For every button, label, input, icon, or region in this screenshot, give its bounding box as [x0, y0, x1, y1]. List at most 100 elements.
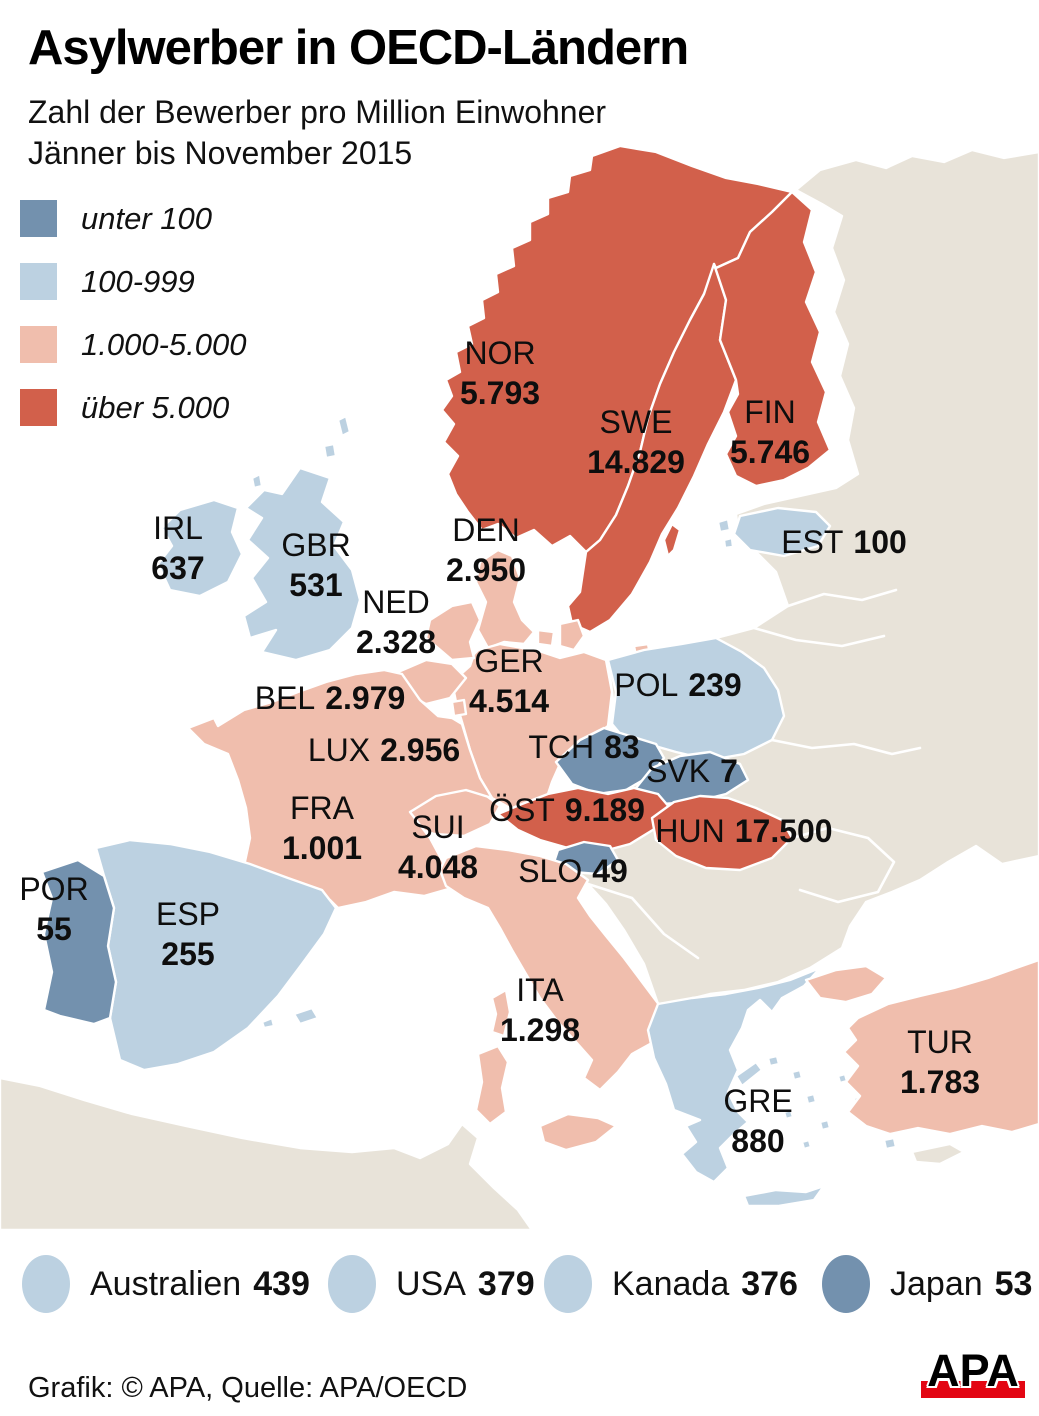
non-european-label: Australien — [90, 1264, 242, 1303]
country-value: 9.189 — [564, 792, 645, 828]
country-shape-mallorca — [292, 1006, 320, 1026]
country-label-FIN: FIN 5.746 — [730, 392, 810, 472]
country-shape-FIN — [712, 190, 832, 488]
country-label-TUR: TUR 1.783 — [900, 1022, 980, 1102]
country-code: DEN — [452, 512, 520, 548]
country-value: 4.514 — [468, 683, 550, 719]
footer: Grafik: © APA, Quelle: APA/OECD APA — [0, 1344, 1039, 1416]
border-balkans — [586, 882, 700, 960]
non-european-value: 53 — [994, 1264, 1033, 1303]
country-value: 637 — [151, 550, 205, 586]
country-code: TCH — [528, 729, 595, 765]
country-value: 4.048 — [397, 849, 479, 885]
country-code: BEL — [254, 680, 316, 716]
country-label-ESP: ESP 255 — [156, 894, 220, 974]
country-label-GER: GER 4.514 — [469, 641, 549, 721]
page-title: Asylwerber in OECD-Ländern — [28, 21, 689, 75]
legend: unter 100 100-999 1.000-5.000 über 5.000 — [20, 200, 246, 452]
country-shape-IRL — [156, 498, 244, 598]
non-european-value: 376 — [741, 1264, 798, 1303]
country-value: 1.298 — [499, 1012, 581, 1048]
country-code: GRE — [723, 1083, 793, 1119]
country-shape-orkney — [322, 442, 338, 460]
legend-swatch-under-100 — [20, 200, 57, 237]
country-label-FRA: FRA 1.001 — [282, 788, 362, 868]
country-value: 1.001 — [281, 830, 363, 866]
country-code: SWE — [599, 404, 673, 440]
border-latvia — [786, 588, 898, 608]
country-value: 880 — [731, 1123, 785, 1159]
category-dot — [544, 1255, 592, 1313]
header: Asylwerber in OECD-Ländern Zahl der Bewe… — [28, 20, 689, 174]
country-label-EST: EST 100 — [781, 522, 907, 562]
legend-item-100-999: 100-999 — [20, 263, 246, 300]
legend-swatch-over-5000 — [20, 389, 57, 426]
legend-label: 1.000-5.000 — [81, 326, 247, 362]
country-label-NOR: NOR 5.793 — [460, 333, 540, 413]
country-shape-NED — [424, 600, 482, 662]
country-label-DEN: DEN 2.950 — [446, 510, 526, 590]
aegean-islet-2 — [790, 1068, 804, 1082]
decorative-borders — [586, 588, 922, 960]
country-label-BEL: BEL 2.979 — [255, 678, 406, 718]
non-european-label: Kanada — [612, 1264, 730, 1303]
country-shape-zealand — [558, 618, 586, 652]
country-shape-ibiza — [260, 1016, 276, 1030]
country-code: GBR — [281, 527, 351, 563]
country-code: FRA — [289, 790, 354, 826]
country-value: 255 — [161, 936, 215, 972]
country-label-SWE: SWE 14.829 — [587, 402, 685, 482]
border-romania — [790, 826, 896, 904]
non-european-value: 379 — [477, 1264, 535, 1303]
country-code: SVK — [646, 753, 711, 789]
country-label-ITA: ITA 1.298 — [500, 970, 580, 1050]
country-value: 5.746 — [729, 434, 811, 470]
country-code: LUX — [307, 732, 371, 768]
country-shape-POR — [40, 858, 118, 1026]
country-shape-FRA — [186, 668, 494, 910]
country-label-GRE: GRE 880 — [723, 1081, 792, 1161]
country-labels: NOR 5.793 SWE 14.829 FIN 5.746 EST 100 IRL 637 GBR… — [19, 333, 980, 1161]
country-shape-euboea — [734, 1060, 764, 1088]
non-european-label: USA — [396, 1264, 466, 1303]
country-label-ÖST: ÖST 9.189 — [489, 790, 645, 830]
legend-item-1000-5000: 1.000-5.000 — [20, 326, 246, 363]
non-european-item-australien: Australien 439 — [22, 1252, 310, 1316]
country-label-POL: POL 239 — [614, 665, 741, 705]
country-shape-sicily — [538, 1112, 618, 1152]
country-shape-DEN — [474, 548, 536, 650]
country-label-IRL: IRL 637 — [151, 508, 204, 588]
non-european-label: Japan — [890, 1264, 983, 1303]
country-value: 49 — [592, 853, 628, 889]
country-value: 531 — [289, 567, 343, 603]
country-shape-corsica — [490, 988, 512, 1038]
country-value: 14.829 — [587, 444, 685, 480]
legend-label: über 5.000 — [81, 389, 230, 425]
country-code: POL — [614, 667, 679, 703]
country-code: POR — [19, 871, 89, 907]
subtitle: Zahl der Bewerber pro Million Einwohner … — [28, 92, 688, 174]
country-value: 2.956 — [380, 732, 461, 768]
country-code: ESP — [155, 896, 221, 932]
country-shape-est-island — [716, 517, 732, 534]
country-label-POR: POR 55 — [19, 869, 88, 949]
country-shape-rhodes — [882, 1136, 898, 1151]
country-label-SLO: SLO 49 — [518, 851, 628, 891]
country-code: GER — [474, 643, 544, 679]
aegean-islet-4 — [782, 1108, 795, 1121]
country-value: 7 — [720, 753, 738, 789]
non-european-item-japan: Japan 53 — [822, 1252, 1032, 1316]
country-shape-shetland — [336, 414, 352, 438]
country-value: 2.328 — [355, 624, 437, 660]
aegean-islet-6 — [800, 1138, 813, 1151]
non-european-item-kanada: Kanada 376 — [544, 1252, 798, 1316]
legend-item-over-5000: über 5.000 — [20, 389, 246, 426]
country-value: 5.793 — [459, 375, 541, 411]
north-africa-landmass — [0, 1076, 534, 1232]
country-code: TUR — [907, 1024, 973, 1060]
country-label-TCH: TCH 83 — [528, 727, 639, 767]
category-dot — [22, 1255, 70, 1313]
country-value: 2.979 — [325, 680, 406, 716]
legend-label: 100-999 — [81, 263, 195, 299]
country-value: 2.950 — [445, 552, 527, 588]
